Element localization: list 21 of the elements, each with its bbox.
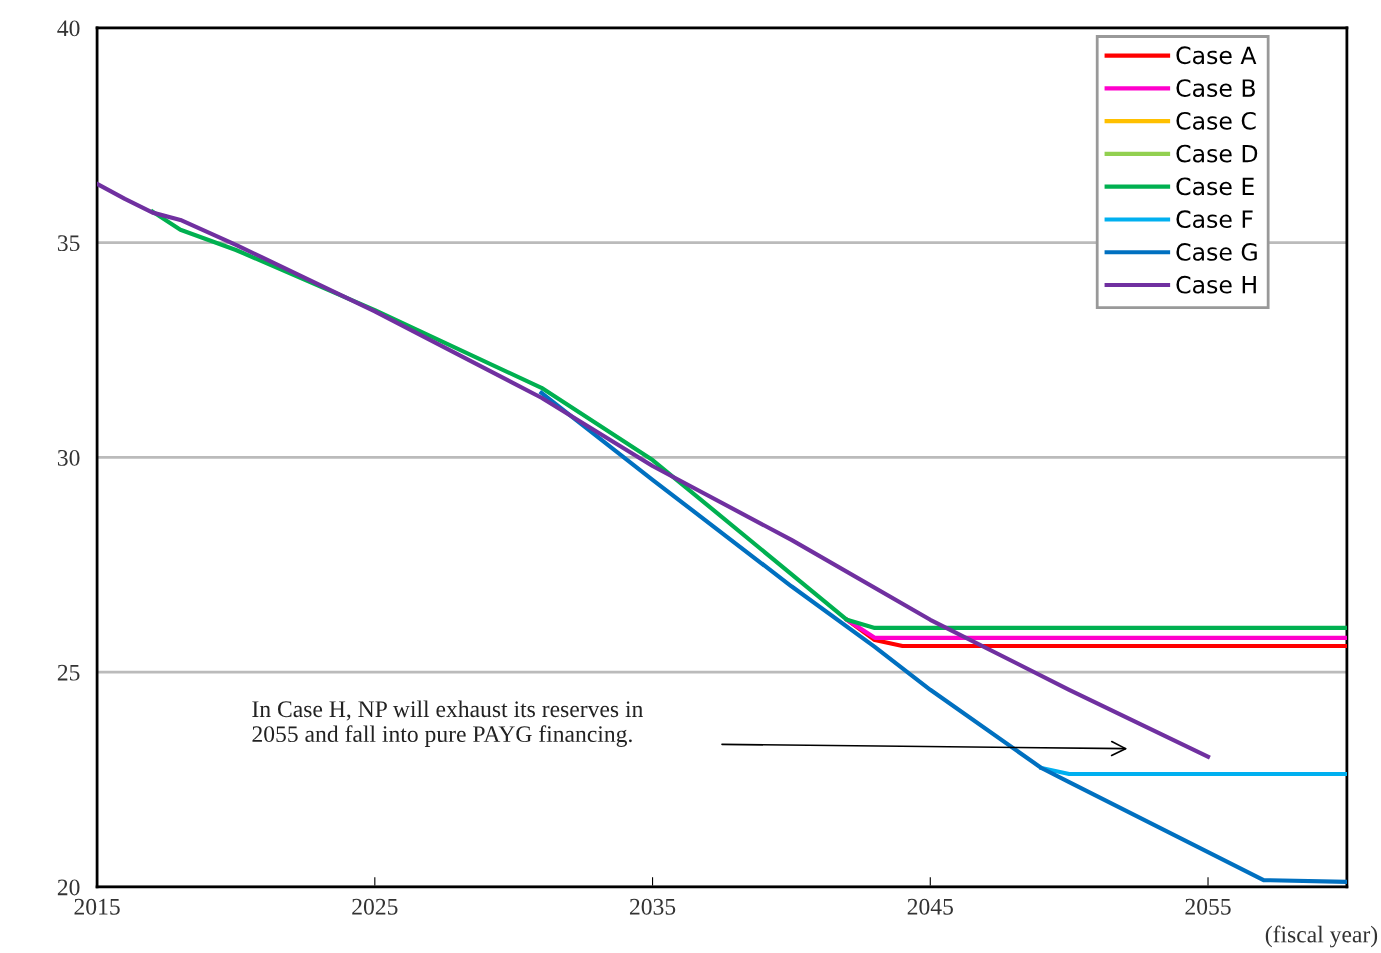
y-tick-label: 35 [57, 235, 80, 252]
legend-label: Case D [1176, 144, 1258, 163]
legend-label: Case A [1176, 46, 1257, 65]
legend-label: Case H [1176, 275, 1256, 294]
legend-label: Case E [1176, 177, 1254, 196]
y-tick-label: 20 [57, 879, 80, 896]
annotation: In Case H, NP will exhaust its reserves in 2055 and fall into pure PAYG financing. [252, 700, 643, 747]
x-tick-label: 2025 [352, 898, 398, 915]
legend-label: Case B [1176, 79, 1255, 97]
y-tick-label: 25 [57, 664, 80, 681]
x-tick-label: 2015 [74, 898, 120, 915]
x-tick-label: 2055 [1185, 898, 1231, 915]
y-tick-label: 30 [57, 449, 80, 466]
y-tick-label: 40 [57, 20, 80, 37]
legend-label: Case C [1176, 111, 1256, 130]
legend-label: Case F [1176, 210, 1253, 229]
line-series [539, 390, 1347, 884]
legend-label: Case G [1176, 242, 1257, 261]
x-tick-label: 2045 [907, 898, 953, 915]
x-tick-label: 2035 [629, 898, 676, 915]
x-axis-title: (fiscal year) [1265, 925, 1378, 948]
